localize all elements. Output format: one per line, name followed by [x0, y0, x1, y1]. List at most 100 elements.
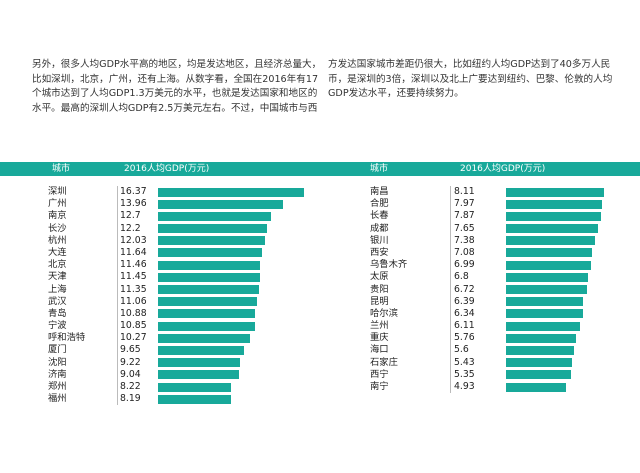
city-name: 天津: [48, 271, 67, 283]
city-name: 海口: [370, 344, 389, 356]
column-divider: [117, 234, 118, 247]
city-name: 西安: [370, 246, 389, 258]
gdp-value: 13.96: [120, 198, 147, 210]
gdp-value: 16.37: [120, 186, 147, 197]
gdp-value: 9.22: [120, 356, 141, 368]
table-row: 郑州 8.22: [0, 381, 325, 394]
table-row: 兰州 6.11: [326, 320, 640, 333]
gdp-bar: [506, 187, 604, 197]
column-divider: [450, 332, 451, 345]
gdp-bar: [506, 321, 580, 331]
city-name: 合肥: [370, 198, 389, 210]
column-divider: [117, 271, 118, 284]
table-row: 合肥 7.97: [326, 198, 640, 211]
table-rows: 深圳 16.37 广州 13.96 南京 12.7 长沙 12.2 杭州 12.03 大连 11.64…: [0, 186, 325, 406]
table-row: 广州 13.96: [0, 198, 325, 211]
city-name: 重庆: [370, 332, 389, 344]
paragraph-right: 方发达国家城市差距仍很大，比如纽约人均GDP达到了40多万人民币，是深圳的3倍，…: [328, 59, 613, 100]
city-name: 沈阳: [48, 356, 67, 368]
city-name: 武汉: [48, 295, 67, 307]
gdp-value: 12.2: [120, 222, 141, 234]
table-row: 南京 12.7: [0, 210, 325, 223]
city-name: 深圳: [48, 186, 67, 197]
column-divider: [117, 356, 118, 369]
table-header-band: [0, 162, 640, 176]
gdp-bar: [158, 248, 262, 258]
table-row: 青岛 10.88: [0, 307, 325, 321]
city-column-header: 城市: [52, 164, 71, 174]
gdp-value: 10.88: [120, 307, 147, 319]
city-name: 呼和浩特: [48, 332, 86, 344]
column-divider: [117, 198, 118, 211]
gdp-value: 12.7: [120, 210, 141, 222]
gdp-bar: [158, 309, 255, 319]
column-divider: [117, 344, 118, 357]
value-column-header: 2016人均GDP(万元): [460, 164, 546, 174]
gdp-bar: [506, 285, 588, 294]
column-divider: [450, 344, 451, 357]
gdp-value: 5.43: [454, 356, 475, 368]
gdp-bar: [506, 211, 602, 221]
gdp-bar: [158, 394, 231, 404]
gdp-bar: [158, 260, 261, 270]
gdp-value: 7.97: [454, 198, 475, 210]
table-row: 大连 11.64: [0, 246, 325, 260]
table-row: 北京 11.46: [0, 259, 325, 272]
city-name: 昆明: [370, 295, 389, 307]
gdp-bar: [158, 199, 283, 209]
gdp-bar: [506, 345, 574, 355]
table-row: 杭州 12.03: [0, 234, 325, 247]
gdp-value: 5.35: [454, 368, 475, 380]
column-divider: [450, 368, 451, 381]
city-name: 北京: [48, 259, 67, 271]
gdp-value: 6.34: [454, 307, 475, 319]
gdp-value: 11.46: [120, 259, 147, 271]
table-row: 上海 11.35: [0, 283, 325, 296]
column-divider: [450, 283, 451, 296]
city-name: 南宁: [370, 381, 389, 392]
city-name: 广州: [48, 198, 67, 210]
gdp-bar: [158, 297, 257, 307]
column-divider: [117, 246, 118, 260]
table-row: 武汉 11.06: [0, 295, 325, 308]
gdp-bar: [158, 272, 261, 282]
table-row: 厦门 9.65: [0, 344, 325, 357]
table-row: 贵阳 6.72: [326, 283, 640, 296]
gdp-bar: [158, 236, 266, 246]
city-name: 郑州: [48, 381, 67, 392]
gdp-bar: [506, 333, 576, 343]
city-name: 长沙: [48, 222, 67, 234]
gdp-value: 10.27: [120, 332, 147, 344]
gdp-bar: [158, 345, 245, 355]
gdp-bar: [158, 333, 250, 343]
city-name: 西宁: [370, 368, 389, 380]
column-divider: [450, 307, 451, 321]
column-divider: [450, 259, 451, 272]
city-name: 长春: [370, 210, 389, 222]
city-name: 福州: [48, 393, 67, 405]
table-row: 长沙 12.2: [0, 222, 325, 235]
table-row: 西安 7.08: [326, 246, 640, 260]
value-column-header: 2016人均GDP(万元): [124, 164, 210, 174]
paragraph-left: 另外，很多人均GDP水平高的地区，均是发达地区，且经济总量大，比如深圳，北京，广…: [32, 59, 322, 114]
city-name: 乌鲁木齐: [370, 259, 408, 271]
column-divider: [450, 320, 451, 333]
column-divider: [450, 198, 451, 211]
city-name: 石家庄: [370, 356, 398, 368]
city-name: 上海: [48, 283, 67, 295]
gdp-value: 7.87: [454, 210, 475, 222]
gdp-bar: [158, 211, 272, 221]
gdp-value: 11.06: [120, 295, 147, 307]
city-name: 成都: [370, 222, 389, 234]
gdp-bar: [158, 382, 232, 392]
gdp-value: 9.04: [120, 368, 141, 380]
gdp-bar: [506, 297, 584, 307]
column-divider: [117, 393, 118, 406]
table-row: 乌鲁木齐 6.99: [326, 259, 640, 272]
city-column-header: 城市: [370, 164, 389, 174]
table-row: 西宁 5.35: [326, 368, 640, 381]
gdp-bar: [506, 236, 596, 246]
column-divider: [117, 222, 118, 235]
city-name: 杭州: [48, 234, 67, 246]
gdp-value: 6.11: [454, 320, 475, 332]
